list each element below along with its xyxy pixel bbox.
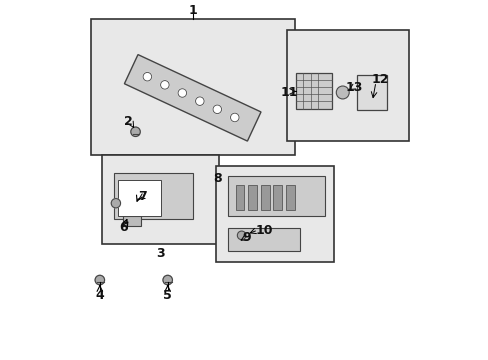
Text: 12: 12 (371, 73, 388, 86)
Text: 6: 6 (119, 221, 128, 234)
Polygon shape (124, 55, 261, 141)
Bar (216, 166, 333, 262)
Bar (228, 176, 324, 216)
Text: 9: 9 (242, 231, 250, 244)
Text: 7: 7 (138, 190, 147, 203)
Circle shape (336, 86, 348, 99)
Text: 13: 13 (345, 81, 363, 94)
Circle shape (213, 105, 221, 114)
Bar (91, 19, 294, 155)
Bar (123, 216, 141, 226)
Circle shape (163, 275, 172, 285)
Bar (228, 228, 299, 251)
Text: 2: 2 (124, 114, 133, 127)
Bar (272, 185, 282, 210)
Bar (260, 185, 269, 210)
Bar (287, 30, 408, 141)
Bar (285, 185, 294, 210)
Bar (114, 173, 192, 219)
Bar (102, 155, 219, 244)
Bar (296, 73, 331, 109)
Circle shape (237, 231, 245, 240)
Text: 1: 1 (188, 4, 197, 17)
Circle shape (230, 113, 239, 122)
Text: 5: 5 (163, 288, 172, 302)
Circle shape (195, 97, 203, 105)
Text: 8: 8 (213, 172, 222, 185)
Text: 3: 3 (156, 247, 164, 260)
Bar (118, 180, 160, 216)
Circle shape (95, 275, 104, 285)
Circle shape (160, 81, 169, 89)
Bar (356, 75, 386, 111)
Bar (247, 185, 257, 210)
Circle shape (131, 127, 140, 136)
Bar (235, 185, 244, 210)
Circle shape (111, 199, 121, 208)
Text: 4: 4 (95, 288, 104, 302)
Circle shape (178, 89, 186, 97)
Text: 10: 10 (255, 224, 272, 237)
Text: 11: 11 (280, 86, 297, 99)
Circle shape (143, 72, 151, 81)
